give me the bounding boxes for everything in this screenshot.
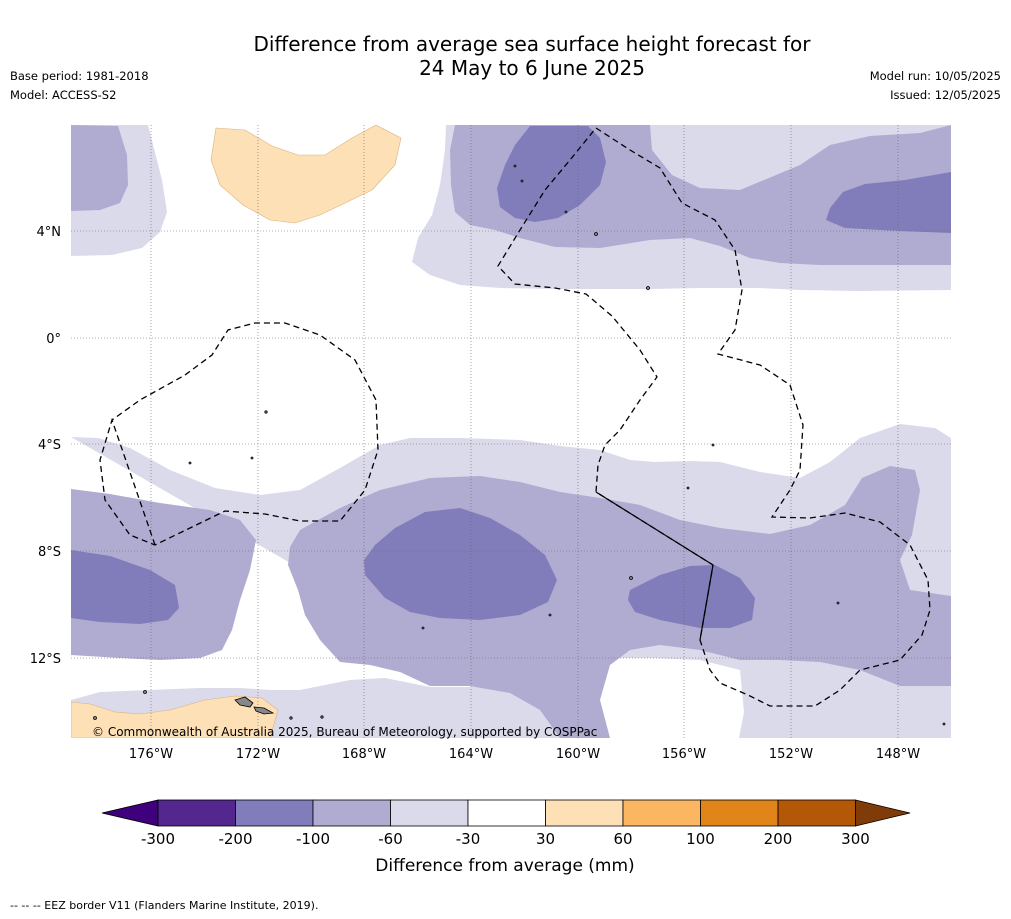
colorbar-swatch: [622, 799, 701, 827]
eez-borders: [99, 127, 931, 707]
contour-fill-south-dark-west: [71, 550, 179, 624]
colorbar-swatch: [157, 799, 236, 827]
colorbar-tick-label: 30: [536, 830, 555, 848]
eez-border-solid-segment: [595, 491, 714, 566]
lat-tick-4s: 4°S: [38, 438, 61, 453]
eez-border-tokelau: [99, 322, 379, 546]
colorbar-tick-label: -100: [296, 830, 330, 848]
lon-tick-152w: 152°W: [769, 747, 813, 762]
eez-border-cook-islands: [497, 127, 931, 707]
island-samoa-upolu: [234, 696, 254, 708]
map-credit: © Commonwealth of Australia 2025, Bureau…: [92, 725, 597, 739]
colorbar-tick-label: -200: [218, 830, 252, 848]
contour-fill-north-dark-2: [826, 172, 951, 233]
island-samoa-savaii: [253, 706, 275, 715]
lat-tick-4n: 4°N: [37, 225, 62, 240]
model-name: Model: ACCESS-S2: [10, 88, 117, 102]
colorbar-swatch: [545, 799, 624, 827]
lon-tick-164w: 164°W: [449, 747, 493, 762]
eez-source-note: -- -- -- EEZ border V11 (Flanders Marine…: [10, 899, 319, 912]
contour-fill-north-positive: [210, 125, 402, 224]
colorbar-swatch: [235, 799, 314, 827]
title-line-2: 24 May to 6 June 2025: [419, 56, 645, 80]
map-area: [71, 125, 951, 738]
contour-fill-south-dark-central: [364, 508, 557, 620]
colorbar-swatch: [700, 799, 779, 827]
issued-date: Issued: 12/05/2025: [890, 88, 1001, 102]
colorbar-tick-label: 200: [764, 830, 793, 848]
title-line-1: Difference from average sea surface heig…: [253, 32, 811, 56]
lat-tick-labels: 4°N 0° 4°S 8°S 12°S: [30, 225, 61, 667]
contour-fill-south-neutral-east: [820, 690, 951, 738]
lon-tick-148w: 148°W: [876, 747, 920, 762]
contour-fill-north-west-medium: [71, 125, 128, 211]
meta-right: Model run: 10/05/2025 Issued: 12/05/2025: [870, 67, 1001, 105]
colorbar-extend-low: [101, 799, 159, 827]
meta-left: Base period: 1981-2018 Model: ACCESS-S2: [10, 67, 149, 105]
colorbar-tick-label: 60: [613, 830, 632, 848]
colorbar: -300 -200 -100 -60 -30 30 60 100 200 300 Differen…: [101, 799, 911, 876]
colorbar-tick-label: 100: [686, 830, 715, 848]
colorbar-tick-label: -300: [141, 830, 175, 848]
colorbar-tick-label: 300: [841, 830, 870, 848]
land-islands: [93, 164, 946, 726]
colorbar-extend-high: [855, 799, 911, 827]
colorbar-swatches: [101, 799, 911, 827]
model-run: Model run: 10/05/2025: [869, 69, 1001, 83]
colorbar-swatch: [390, 799, 469, 827]
colorbar-tick-label: -30: [456, 830, 481, 848]
lon-tick-labels: 176°W 172°W 168°W 164°W 160°W 156°W 152°…: [129, 747, 920, 762]
lat-tick-0: 0°: [46, 332, 61, 347]
eez-border-solid-segment-2: [699, 564, 714, 641]
colorbar-tick-labels: -300 -200 -100 -60 -30 30 60 100 200 300: [141, 830, 870, 848]
lat-tick-8s: 8°S: [38, 545, 61, 560]
colorbar-title: Difference from average (mm): [375, 856, 634, 876]
contour-fill-south-positive: [71, 695, 279, 738]
lon-tick-156w: 156°W: [662, 747, 706, 762]
colorbar-swatch: [777, 799, 856, 827]
lon-tick-172w: 172°W: [236, 747, 280, 762]
colorbar-swatch: [312, 799, 391, 827]
contour-fill-south-neutral: [595, 658, 744, 738]
lon-tick-168w: 168°W: [342, 747, 386, 762]
contour-fill-south-dark-east: [628, 565, 755, 628]
lat-tick-12s: 12°S: [30, 652, 61, 667]
graticule: [71, 125, 951, 738]
base-period: Base period: 1981-2018: [10, 69, 149, 83]
map-title: Difference from average sea surface heig…: [0, 32, 1011, 80]
colorbar-swatch: [467, 799, 546, 827]
colorbar-tick-label: -60: [378, 830, 403, 848]
lon-tick-176w: 176°W: [129, 747, 173, 762]
lon-tick-160w: 160°W: [556, 747, 600, 762]
